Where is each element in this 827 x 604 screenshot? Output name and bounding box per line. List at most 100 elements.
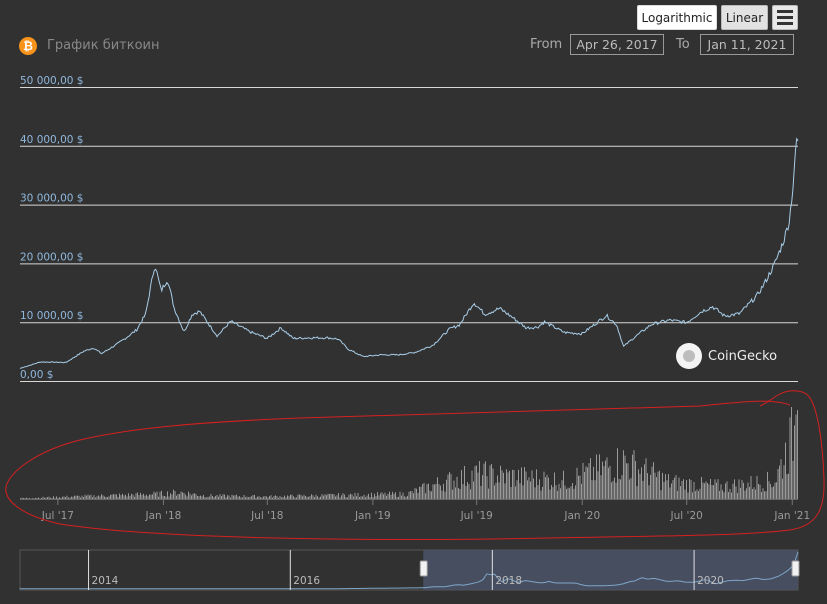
volume-bar [743,482,744,499]
volume-bar [87,494,89,499]
navigator-handle[interactable] [791,560,800,577]
chart-menu-button[interactable] [772,5,798,30]
volume-bar [81,495,83,499]
volume-bar [392,491,393,499]
volume-bar [476,465,477,499]
volume-bar [33,498,35,499]
volume-bar [612,480,614,499]
volume-bar [173,489,174,499]
volume-bar [789,417,791,499]
volume-bar [464,466,465,499]
volume-bar [162,495,164,499]
volume-bar [198,496,200,499]
volume-bar [630,477,632,499]
volume-bar [132,494,134,499]
volume-bar [245,497,246,499]
volume-bar [645,458,647,499]
volume-bar [510,487,512,499]
volume-bar [581,483,582,499]
volume-bar [291,494,293,499]
volume-bar [47,497,48,499]
volume-bar [765,491,767,499]
volume-bar [675,475,677,499]
volume-bar [639,473,641,499]
volume-bar [63,496,65,499]
volume-bar [603,466,605,499]
menu-icon-bar [777,16,793,19]
volume-bar [591,480,593,499]
volume-bar [155,492,156,499]
volume-bar [495,482,497,499]
volume-bar [153,491,155,499]
volume-bar [558,483,560,499]
volume-bar [446,479,447,499]
volume-bar [488,488,489,499]
volume-bar [705,481,707,499]
volume-bar [773,486,774,499]
volume-bar [417,492,419,499]
volume-bar [248,497,249,499]
volume-bar [207,496,209,499]
volume-bar [734,479,735,499]
price-y-tick-label: 40 000,00 $ [20,134,83,146]
x-tick-label: Jan '18 [145,510,182,522]
volume-bar [171,494,173,499]
x-tick-label: Jan '21 [773,510,810,522]
volume-bar [426,484,428,499]
navigator-handle[interactable] [419,560,428,577]
volume-bar [710,479,711,499]
volume-bar [561,480,563,499]
volume-bar [344,494,345,499]
navigator-price-line [19,551,799,590]
volume-bar [231,494,233,499]
volume-bar [455,487,456,499]
volume-bar [239,496,240,499]
volume-bar [621,475,623,499]
logarithmic-scale-button[interactable]: Logarithmic [637,5,717,30]
volume-bar [585,466,587,499]
linear-scale-button[interactable]: Linear [721,5,768,30]
volume-bar [224,494,225,499]
volume-bar [411,491,413,499]
volume-bar [774,482,776,499]
volume-bar [156,491,158,499]
volume-bar [119,493,120,499]
navigator-selected-range[interactable] [423,550,798,590]
volume-bar [620,479,621,499]
volume-bar [461,470,462,499]
volume-bar [326,495,327,499]
volume-bar [471,470,473,499]
volume-bar [689,478,690,499]
navigator-handles[interactable] [419,560,800,577]
volume-bar [21,497,23,499]
to-date-input[interactable]: Jan 11, 2021 [700,34,794,55]
volume-bar [206,497,207,499]
volume-bar [552,487,554,499]
volume-bar [783,465,785,499]
volume-bar [263,496,264,499]
volume-bar [165,496,167,499]
volume-bar [45,497,47,499]
volume-bar [407,495,408,499]
volume-bar [548,477,549,499]
volume-bar [611,482,612,499]
volume-bar [414,488,416,499]
volume-bar [549,489,551,499]
volume-bar [267,497,269,499]
volume-bar [191,495,192,499]
from-date-input[interactable]: Apr 26, 2017 [570,34,664,55]
volume-bar [324,494,326,499]
menu-icon-bar [777,10,793,13]
volume-bar [524,467,525,499]
volume-bar [636,486,638,499]
volume-bar [378,495,380,499]
volume-bar [203,494,204,499]
volume-bar [422,484,423,499]
volume-bar [375,496,377,499]
volume-bar [128,493,129,499]
volume-bar [545,477,546,499]
volume-bar [93,495,95,499]
volume-bar [299,494,300,499]
volume-bar [102,495,104,499]
volume-bar [254,494,255,499]
